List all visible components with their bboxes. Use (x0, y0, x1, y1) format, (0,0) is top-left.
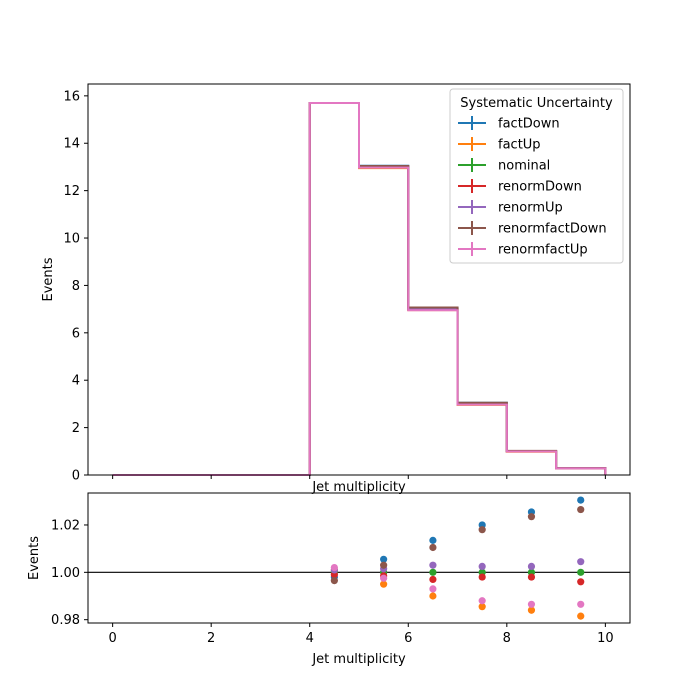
ratio-y-axis-label: Events (27, 536, 42, 580)
legend-entries: factDown factUp nominal renormDown renormUp r… (458, 116, 607, 258)
ratio-point-renormUp (527, 562, 536, 571)
ratio-point-renormfactDown (330, 577, 338, 585)
ratio-x-axis-label: Jet multiplicity (311, 652, 406, 667)
legend-title: Systematic Uncertainty (460, 96, 613, 111)
ratio-point-renormfactUp (330, 563, 338, 572)
legend-entry-factDown: factDown (458, 116, 560, 132)
ratio-point-factUp (380, 580, 388, 588)
ratio-point-renormfactDown (527, 513, 536, 521)
ratio-point-renormfactUp (527, 600, 536, 608)
main-x-ticks (112, 475, 606, 479)
main-x-axis-label-partial: Jet multiplicity (311, 480, 406, 495)
legend-entry-renormUp: renormUp (458, 200, 563, 216)
ratio-point-renormDown (429, 575, 437, 584)
ratio-point-nominal (577, 568, 585, 576)
legend-label: renormDown (498, 180, 582, 195)
ratio-x-ticks: 0 2 4 6 8 10 (108, 623, 614, 646)
ratio-x-tick-label: 0 (108, 631, 116, 646)
ratio-y-ticks: 0.98 1.00 1.02 (51, 518, 88, 628)
ratio-points (330, 496, 585, 620)
main-y-tick-label: 0 (72, 469, 80, 484)
ratio-point-nominal (429, 568, 437, 576)
legend-entry-nominal: nominal (458, 158, 550, 174)
ratio-point-factUp (577, 612, 585, 620)
legend-label: renormfactDown (498, 222, 607, 237)
ratio-x-tick-label: 10 (597, 631, 614, 646)
ratio-point-renormfactDown (380, 561, 388, 569)
main-y-tick-label: 10 (63, 232, 80, 247)
ratio-point-renormfactUp (380, 574, 388, 582)
main-y-tick-label: 4 (72, 374, 80, 389)
ratio-point-renormDown (577, 578, 585, 586)
ratio-y-tick-label: 0.98 (51, 613, 80, 628)
ratio-point-renormDown (478, 573, 486, 581)
main-y-tick-label: 16 (63, 89, 80, 104)
legend-entry-factUp: factUp (458, 137, 541, 153)
ratio-point-renormfactUp (577, 600, 585, 608)
main-y-tick-label: 14 (63, 137, 80, 152)
legend-entry-renormDown: renormDown (458, 179, 582, 195)
main-y-tick-label: 6 (72, 326, 80, 341)
main-y-tick-label: 12 (63, 184, 80, 199)
ratio-x-tick-label: 6 (404, 631, 412, 646)
legend-label: factDown (498, 117, 560, 132)
legend-label: factUp (498, 138, 541, 153)
ratio-point-renormfactUp (429, 585, 437, 593)
legend-box (449, 88, 624, 264)
main-histogram-panel: 0 2 4 6 8 10 12 14 16 Events Jet multiplicity Sy… (41, 83, 631, 495)
ratio-point-factUp (478, 603, 486, 611)
ratio-point-factDown (577, 496, 585, 504)
ratio-point-factDown (429, 536, 437, 544)
ratio-point-renormUp (577, 558, 585, 566)
ratio-x-tick-label: 8 (503, 631, 511, 646)
ratio-axes-frame (87, 492, 631, 624)
ratio-point-renormDown (527, 573, 536, 581)
ratio-point-renormUp (429, 561, 437, 569)
ratio-x-tick-label: 2 (207, 631, 215, 646)
main-axes-frame (87, 83, 631, 476)
ratio-point-renormfactUp (478, 597, 486, 605)
main-y-tick-label: 2 (72, 421, 80, 436)
legend-entry-renormfactDown: renormfactDown (458, 221, 607, 237)
main-y-tick-label: 8 (72, 279, 80, 294)
ratio-point-renormfactDown (429, 543, 437, 552)
legend-entry-renormfactUp: renormfactUp (458, 242, 588, 258)
legend-label: nominal (498, 159, 550, 174)
ratio-point-factDown (380, 555, 388, 563)
ratio-y-tick-label: 1.02 (51, 518, 80, 533)
ratio-point-renormUp (478, 562, 486, 571)
ratio-x-tick-label: 4 (306, 631, 314, 646)
main-y-axis-label: Events (41, 257, 56, 301)
legend-label: renormfactUp (498, 243, 588, 258)
ratio-point-factUp (429, 592, 437, 600)
legend-label: renormUp (498, 201, 563, 216)
main-y-ticks: 0 2 4 6 8 10 12 14 16 (63, 89, 88, 484)
ratio-point-renormfactDown (478, 526, 486, 534)
ratio-point-renormfactDown (577, 505, 585, 514)
legend: Systematic Uncertainty factDown factUp nom… (449, 88, 624, 264)
ratio-y-tick-label: 1.00 (51, 566, 80, 581)
ratio-point-factUp (527, 606, 536, 614)
ratio-panel: 0 2 4 6 8 10 0.98 1.00 1.02 Events Jet multipli… (27, 492, 631, 667)
